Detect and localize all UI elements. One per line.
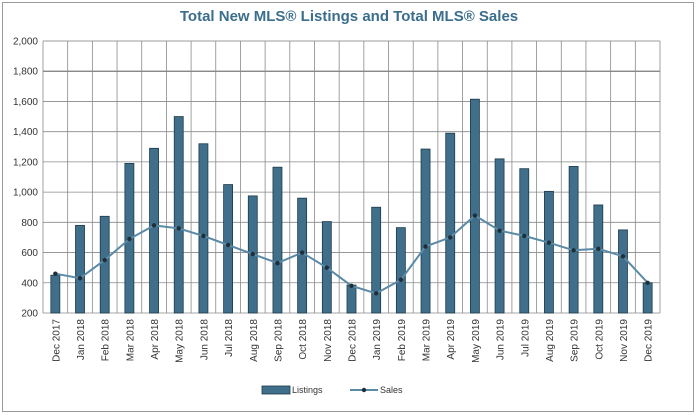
x-tick-label: May 2019 (471, 319, 482, 363)
bar-listings (395, 227, 406, 314)
legend-layer: Listings Sales (261, 385, 403, 395)
bar-listings (223, 184, 234, 314)
sales-point (176, 226, 181, 231)
sales-point (225, 242, 231, 248)
bar-listings (519, 168, 530, 314)
x-tick-label: Oct 2019 (594, 319, 605, 360)
y-tick-label: 400 (21, 278, 38, 289)
sales-point (151, 223, 157, 228)
x-tick-label: Aug 2019 (545, 319, 556, 362)
chart-title: Total New MLS® Listings and Total MLS® S… (179, 8, 519, 25)
bar-listings (469, 98, 480, 314)
x-tick-label: Apr 2019 (446, 319, 457, 360)
y-tick-label: 600 (21, 248, 38, 259)
x-tick-label: Mar 2018 (125, 319, 136, 362)
x-tick-label: Dec 2018 (348, 319, 359, 362)
sales-point (645, 280, 650, 285)
bar-listings (420, 148, 431, 314)
x-tick-label: Sep 2018 (273, 319, 284, 362)
sales-point (546, 240, 552, 245)
y-tick-label: 200 (21, 309, 38, 320)
sales-point (77, 276, 83, 281)
bar-listings (75, 224, 85, 314)
sales-point (448, 235, 453, 240)
bar-listings (494, 158, 505, 314)
y-tick-label: 2,000 (13, 37, 38, 48)
sales-point (423, 244, 428, 249)
axis-layer: 200 400 600 800 1,000 1,200 1,400 1,600 1,800 2,0… (13, 37, 655, 363)
x-tick-label: Mar 2019 (422, 319, 433, 362)
bar-listings (642, 282, 653, 314)
x-tick-label: Apr 2018 (150, 319, 161, 360)
y-tick-label: 1,000 (13, 188, 38, 199)
x-tick-label: Feb 2019 (397, 319, 408, 362)
x-tick-label: May 2018 (175, 319, 186, 363)
x-tick-label: Dec 2017 (51, 319, 62, 362)
bar-listings (593, 204, 604, 314)
x-tick-label: Jan 2018 (76, 319, 87, 361)
x-tick-label: Oct 2018 (298, 319, 309, 360)
legend-swatch-listings (261, 385, 291, 395)
sales-point (275, 260, 280, 266)
sales-point (373, 291, 379, 296)
x-tick-label: Dec 2019 (644, 319, 655, 362)
sales-line (55, 214, 649, 295)
y-tick-label: 800 (21, 218, 38, 229)
bar-listings (346, 284, 357, 314)
x-tick-label: Sep 2019 (570, 319, 581, 362)
y-tick-label: 1,400 (13, 127, 38, 138)
sales-point (201, 233, 206, 239)
bar-listings (618, 229, 628, 314)
sales-point (250, 251, 255, 257)
bar-listings (568, 166, 579, 314)
bar-listings (173, 116, 184, 314)
bar-listings (544, 190, 554, 314)
bar-listings (50, 274, 61, 314)
bar-layer (50, 98, 653, 314)
sales-point (472, 213, 478, 218)
x-tick-label: Aug 2018 (249, 319, 260, 362)
sales-point (299, 250, 305, 255)
x-tick-label: Jun 2018 (199, 319, 210, 361)
x-tick-label: Nov 2018 (323, 319, 334, 362)
bar-listings (149, 147, 159, 314)
sales-point (53, 271, 58, 276)
x-tick-label: Feb 2018 (101, 319, 112, 362)
sales-point (571, 248, 576, 253)
x-tick-label: Jun 2019 (496, 319, 507, 361)
bar-listings (371, 206, 382, 314)
x-tick-label: Jul 2019 (520, 319, 531, 357)
sales-point (398, 277, 404, 282)
y-tick-label: 1,800 (13, 67, 38, 78)
x-tick-label: Jul 2018 (224, 319, 235, 357)
bar-listings (272, 166, 283, 314)
sales-point (102, 257, 107, 263)
sales-point (349, 283, 354, 288)
bar-listings (198, 143, 209, 314)
x-tick-label: Jan 2019 (372, 319, 383, 361)
y-tick-label: 1,200 (13, 157, 38, 168)
legend-marker-sales (361, 387, 367, 393)
bar-listings (445, 132, 456, 314)
grid-layer (42, 40, 661, 314)
sales-point (522, 233, 527, 239)
line-layer (53, 213, 650, 296)
y-tick-label: 1,600 (13, 97, 38, 108)
sales-point (127, 236, 132, 242)
sales-point (596, 246, 601, 251)
sales-point (324, 265, 330, 270)
sales-point (620, 254, 626, 259)
bar-listings (99, 215, 110, 314)
legend-label-sales: Sales (380, 385, 403, 395)
x-tick-label: Nov 2019 (619, 319, 630, 362)
sales-point (497, 228, 502, 233)
legend-label-listings: Listings (292, 385, 323, 395)
